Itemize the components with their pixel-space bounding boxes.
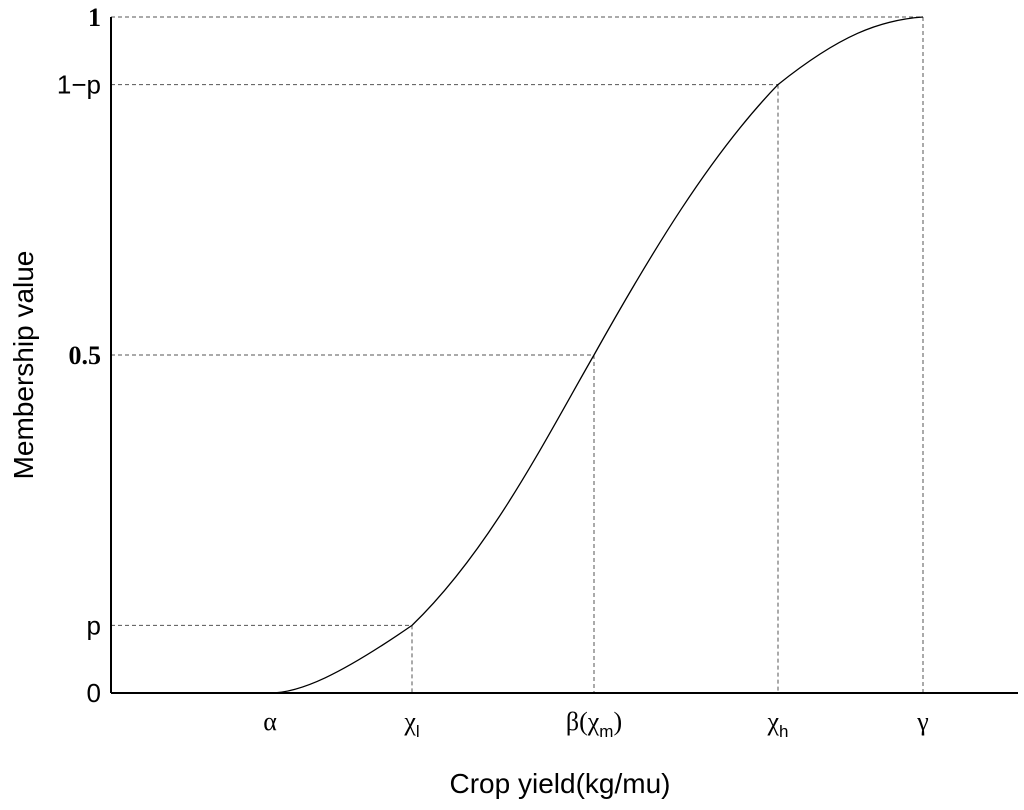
y-tick-label: 1−p [57, 70, 101, 100]
membership-curve [269, 16, 924, 694]
x-tick-labels: α χl β(χm) χh γ [263, 707, 929, 741]
y-tick-labels: 0 p 0.5 1−p 1 [57, 3, 101, 708]
y-tick-label: 0.5 [69, 341, 102, 370]
x-tick-label-beta: β(χm) [566, 707, 622, 741]
y-axis-label: Membership value [8, 251, 39, 480]
y-tick-label: 1 [88, 3, 101, 32]
x-tick-label-chi_h: χh [766, 707, 788, 741]
x-tick-label-alpha: α [263, 707, 277, 736]
y-tick-label: 0 [87, 678, 101, 708]
x-tick-label-gamma: γ [916, 707, 929, 736]
y-tick-label: p [87, 610, 101, 640]
x-axis-label: Crop yield(kg/mu) [450, 768, 671, 799]
reference-lines [111, 16, 924, 693]
x-tick-label-chi_l: χl [403, 707, 419, 741]
